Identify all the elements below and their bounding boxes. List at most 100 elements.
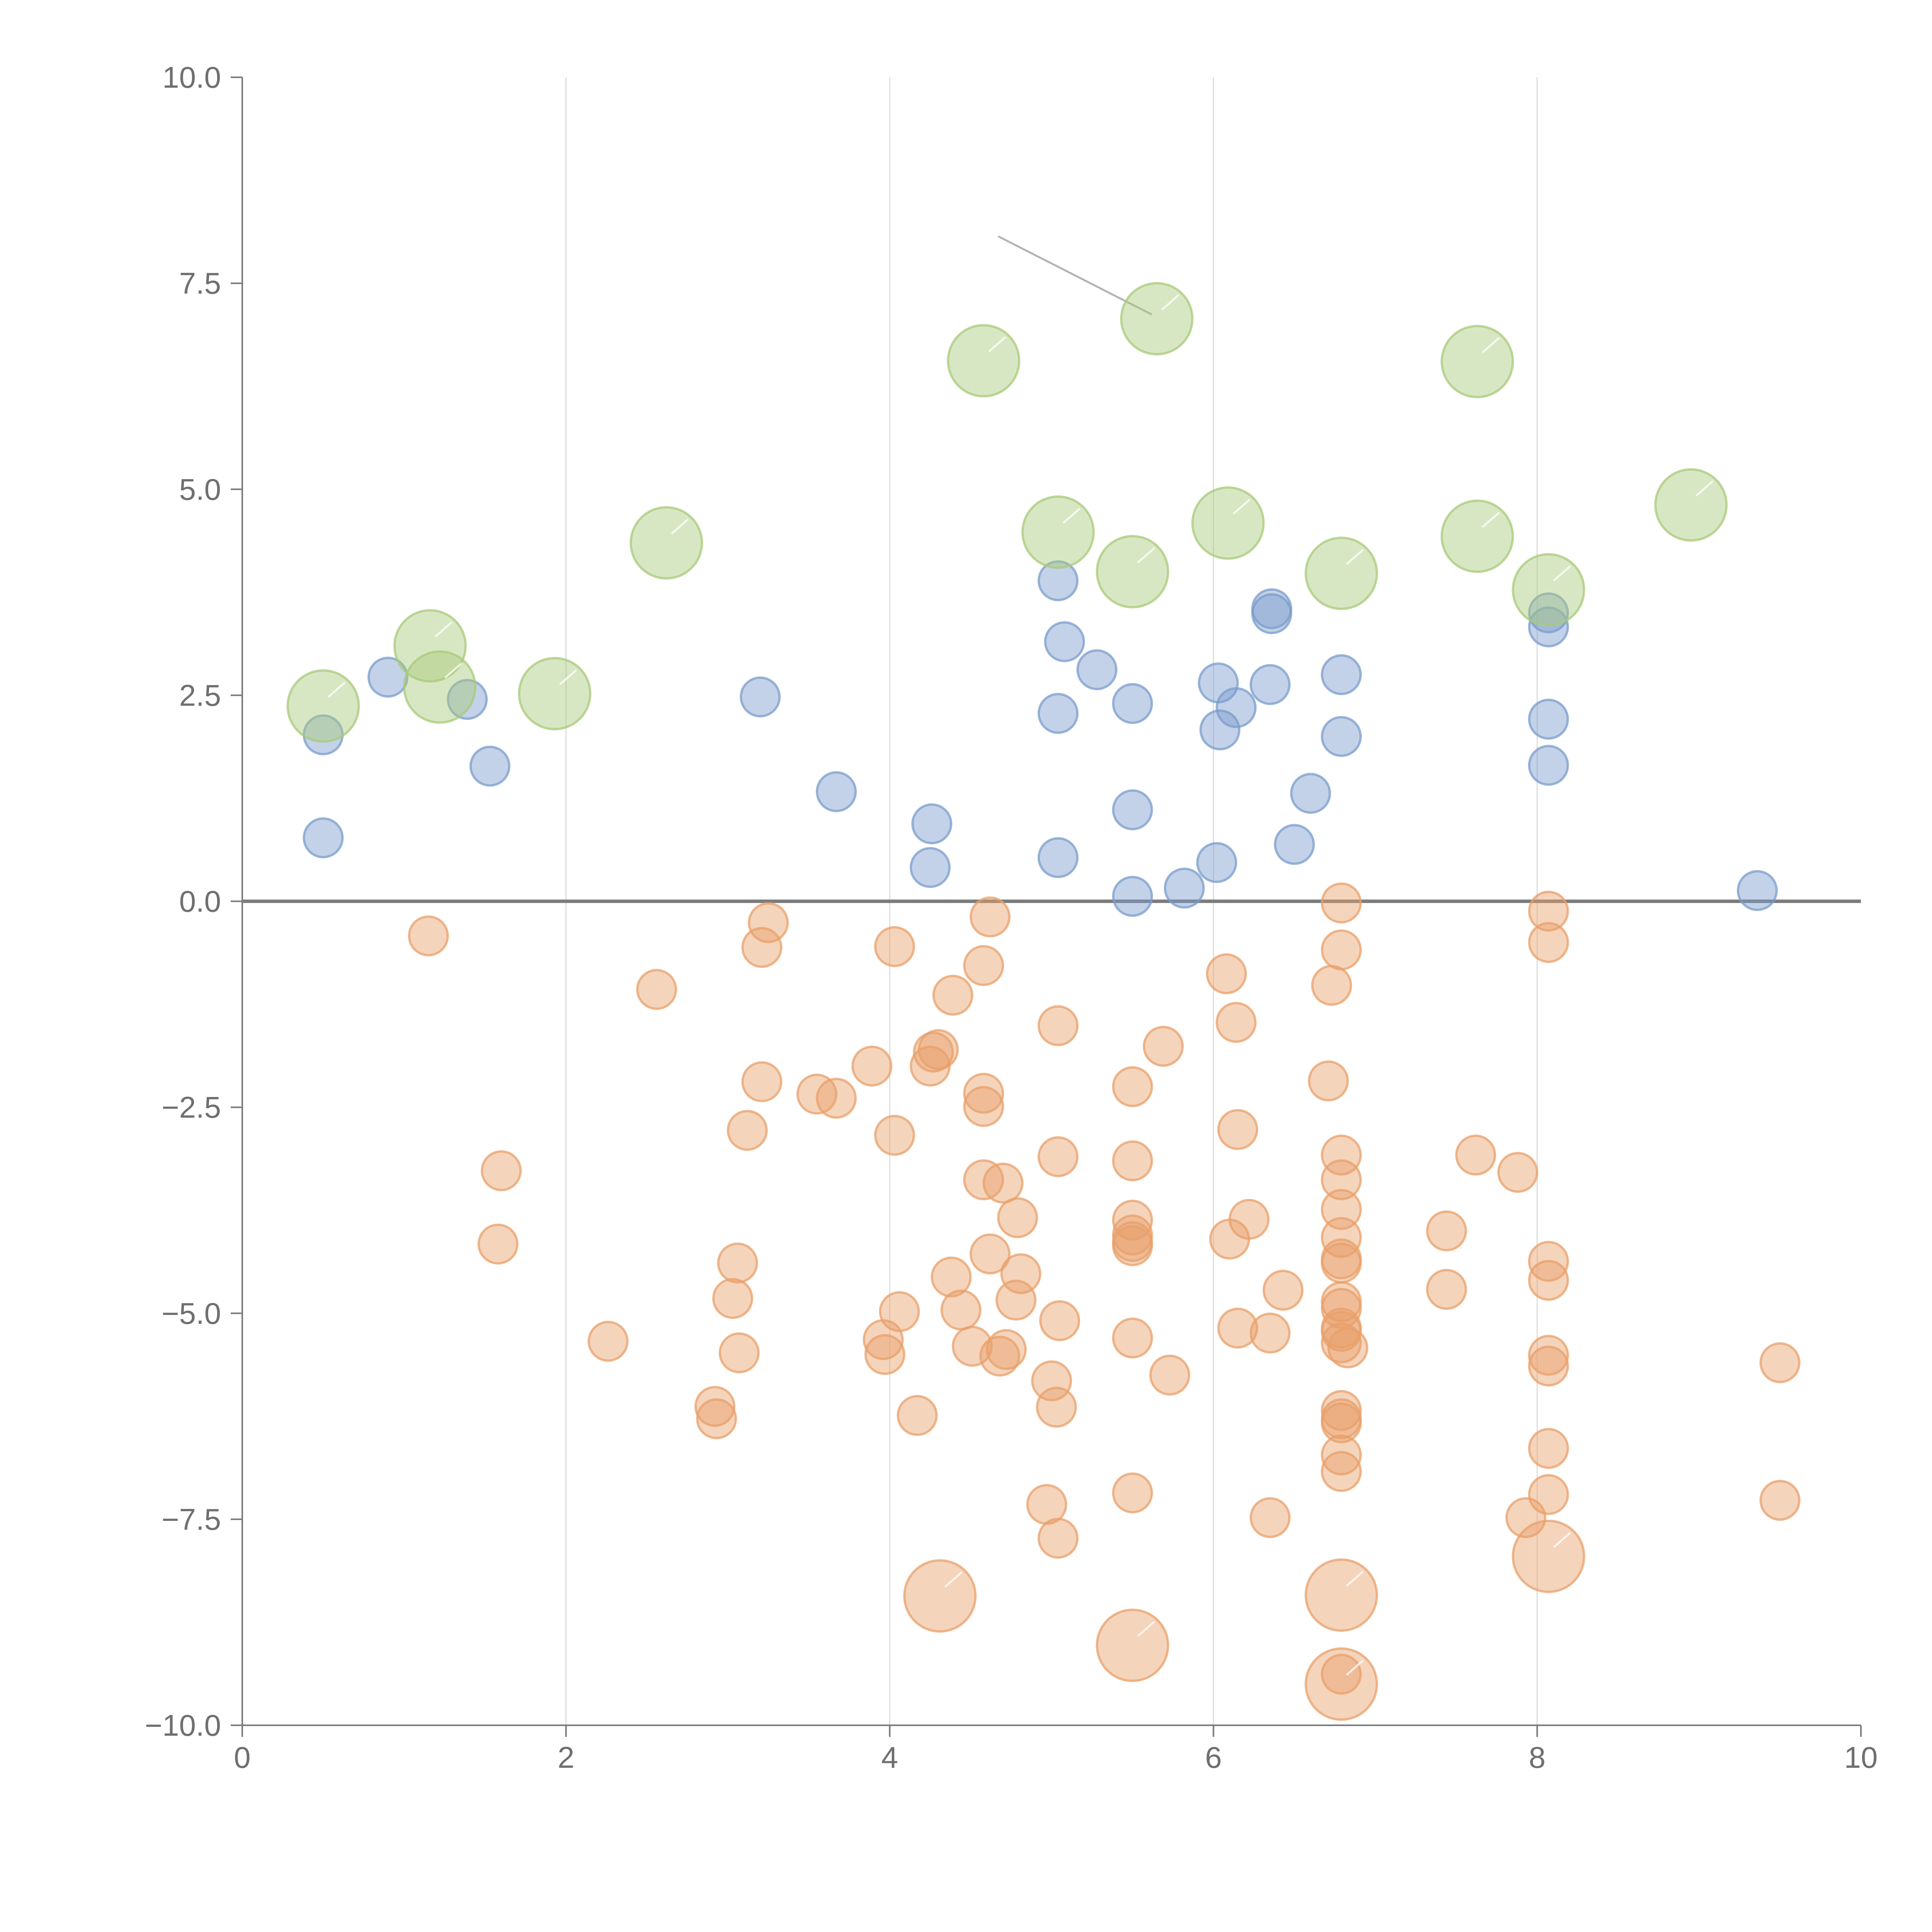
orange-small-point [979,1335,1020,1377]
green-point [1654,468,1728,542]
orange-small-point [995,1279,1037,1321]
orange-small-point [1308,1060,1349,1102]
orange-small-point [1250,1312,1291,1354]
orange-small-point [696,1398,737,1439]
green-point-glint [1553,565,1571,581]
green-point [1021,495,1095,569]
blue-point [1037,560,1079,601]
series-orange-small [408,882,1801,1695]
green-point-glint [1063,508,1080,524]
orange-small-point [481,1150,522,1191]
orange-small-point [1031,1360,1072,1401]
orange-small-point [816,1078,857,1119]
orange-small-point [1250,1497,1291,1538]
blue-point [1528,699,1569,740]
orange-small-point [1037,1005,1079,1046]
orange-small-point [932,975,973,1016]
orange-small-point [1228,1199,1270,1240]
orange-small-point [1426,1210,1467,1252]
x-tick-label: 8 [1529,1740,1546,1774]
blue-point [1528,745,1569,786]
orange-small-point [1327,1327,1369,1369]
green-point [1120,282,1194,355]
x-tick-label: 6 [1205,1740,1222,1774]
orange-small-point [879,1291,920,1332]
orange-small-point [1112,1066,1153,1107]
y-tick-label: 10.0 [162,60,221,94]
blue-point [1076,649,1117,690]
orange-large-point [1095,1609,1169,1682]
orange-small-point [874,1115,915,1156]
orange-small-point [1112,1225,1153,1266]
blue-point [1290,773,1331,814]
orange-small-point [1036,1386,1077,1428]
x-tick-label: 0 [234,1740,250,1774]
orange-small-point [940,1289,981,1331]
blue-point [469,745,510,787]
orange-small-point [969,1233,1011,1275]
y-tick-label: 0.0 [179,884,221,918]
green-point [1191,486,1265,560]
orange-small-point [1321,1134,1362,1176]
orange-small-point [1037,1517,1079,1559]
orange-small-point [1321,1653,1362,1695]
orange-small-point [1497,1152,1538,1193]
blue-point [1196,842,1237,883]
orange-small-point [918,1029,959,1070]
orange-small-point [1037,1136,1079,1177]
orange-small-point [1311,965,1352,1006]
orange-large-point-glint [1553,1532,1571,1548]
blue-point [1037,693,1079,734]
orange-small-point [726,1110,768,1151]
orange-small-point [1000,1253,1041,1294]
orange-small-point [1528,891,1569,932]
orange-small-point [963,1086,1004,1127]
green-point [1440,499,1514,573]
orange-small-point [741,1061,782,1102]
y-tick-label: −5.0 [162,1296,221,1330]
orange-small-point [1759,1342,1801,1383]
orange-small-point [408,915,449,957]
orange-small-point [1143,1026,1184,1067]
points-layer [286,282,1801,1721]
orange-small-point [1321,1189,1362,1230]
green-point [1440,325,1514,398]
orange-small-point [1039,1300,1080,1341]
y-tick-label: −2.5 [162,1090,221,1124]
blue-point [1528,592,1569,634]
blue-point [1736,870,1778,911]
orange-small-point [1426,1269,1467,1310]
orange-small-point [1528,1345,1569,1387]
orange-small-point [1528,1260,1569,1301]
orange-small-point [930,1256,972,1298]
orange-small-point [1321,1434,1362,1476]
green-point [1304,536,1378,610]
orange-small-point [636,969,677,1010]
orange-small-point [963,945,1004,986]
orange-small-point [1112,1472,1153,1514]
orange-small-point [1112,1317,1153,1359]
green-point [403,650,477,724]
orange-small-point [741,927,782,968]
orange-small-point [952,1326,993,1367]
orange-small-point [851,1046,893,1087]
y-tick-label: −7.5 [162,1502,221,1536]
green-point-glint [1346,549,1364,565]
orange-small-point [963,1073,1004,1114]
green-point [947,324,1020,398]
orange-small-point [1216,1002,1257,1043]
green-point-glint [444,663,462,679]
blue-point [1112,876,1153,917]
y-tick-label: −10.0 [145,1708,221,1742]
green-point-glint [988,337,1006,352]
orange-small-point [1321,1451,1362,1492]
green-point [1095,535,1169,609]
orange-small-point [1455,1134,1497,1176]
x-tick-label: 10 [1844,1740,1878,1774]
orange-large-point-glint [1137,1621,1155,1637]
blue-point [816,771,857,812]
orange-small-point [1321,929,1362,971]
blue-point [447,679,488,720]
orange-small-point [896,1395,938,1436]
